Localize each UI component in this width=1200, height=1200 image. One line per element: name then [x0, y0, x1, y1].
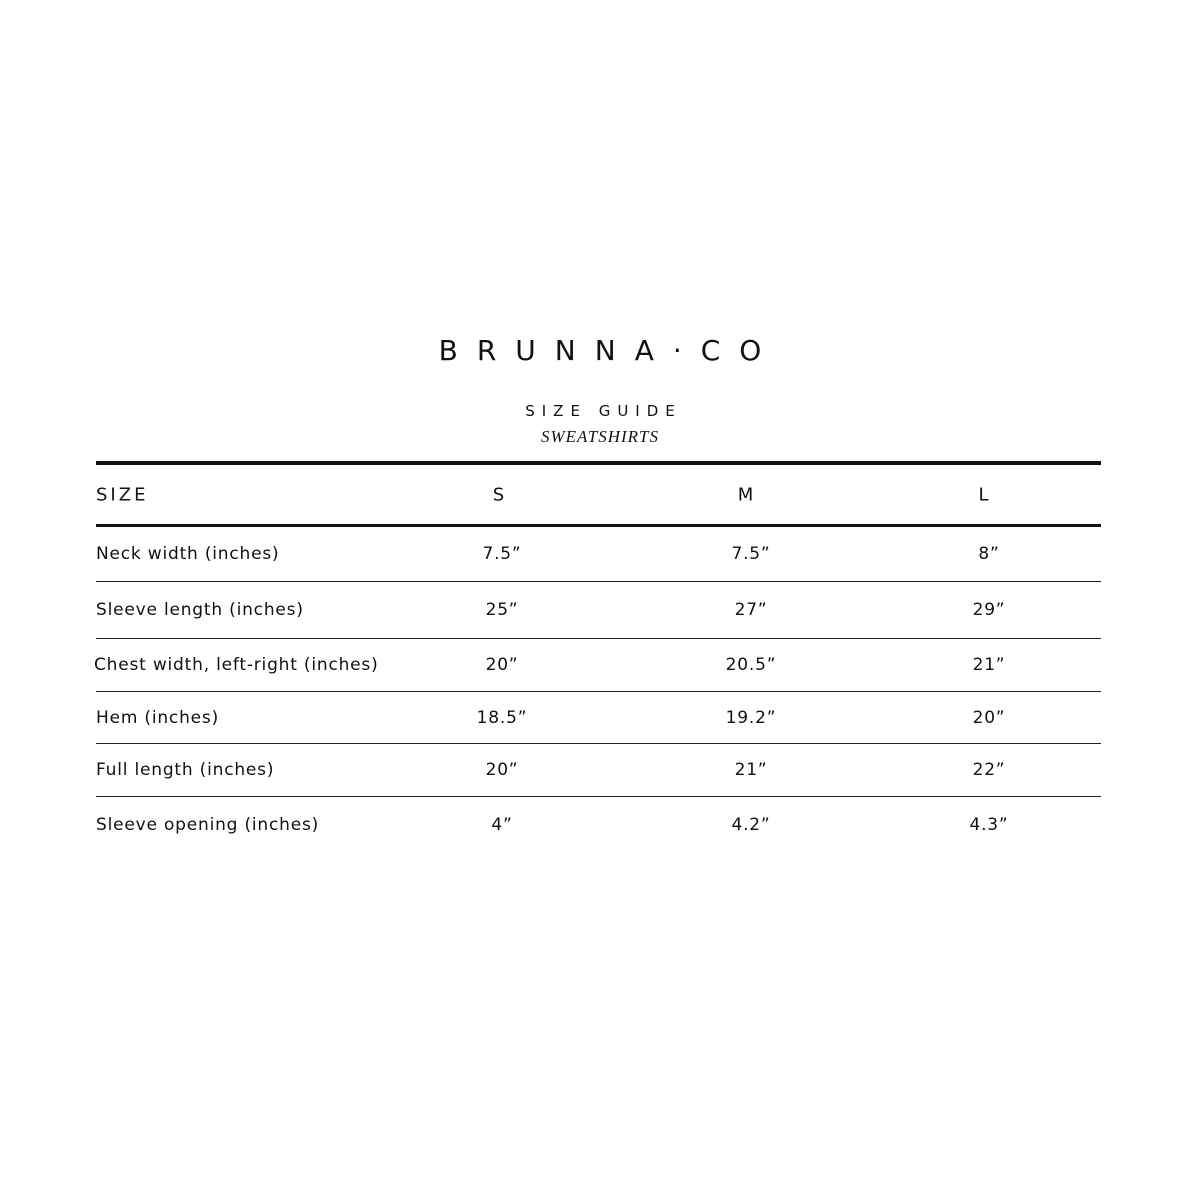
- table-row: Sleeve opening (inches) 4” 4.2” 4.3”: [96, 797, 1101, 853]
- row-label: Neck width (inches): [96, 544, 280, 564]
- cell-l: 29”: [972, 600, 1006, 620]
- cell-l: 20”: [972, 707, 1006, 728]
- cell-m: 20.5”: [725, 655, 777, 675]
- header-size: SIZE: [96, 484, 149, 505]
- table-header: SIZE S M L: [96, 465, 1101, 524]
- cell-l: 4.3”: [969, 815, 1009, 835]
- header-s: S: [492, 484, 508, 505]
- brand-logo: BRUNNA·CO: [438, 334, 781, 367]
- divider: [96, 691, 1101, 692]
- size-table: SIZE S M L Neck width (inches) 7.5” 7.5” 8”…: [94, 461, 1101, 853]
- cell-s: 25”: [485, 600, 519, 620]
- cell-l: 21”: [972, 655, 1006, 675]
- row-label: Hem (inches): [96, 707, 220, 728]
- cell-l: 22”: [972, 760, 1006, 780]
- header-m: M: [737, 484, 757, 505]
- cell-s: 20”: [485, 760, 519, 780]
- table-row: Chest width, left-right (inches) 20” 20.5”…: [94, 639, 1101, 691]
- table-row: Sleeve length (inches) 25” 27” 29”: [96, 582, 1101, 638]
- page-title: SIZE GUIDE: [525, 402, 682, 420]
- row-label: Sleeve opening (inches): [96, 815, 320, 835]
- cell-m: 19.2”: [725, 707, 777, 728]
- divider: [96, 638, 1101, 639]
- cell-m: 4.2”: [731, 815, 771, 835]
- divider: [96, 796, 1101, 797]
- divider: [96, 743, 1101, 744]
- row-label: Sleeve length (inches): [96, 600, 304, 620]
- divider: [96, 524, 1101, 527]
- divider: [96, 581, 1101, 582]
- cell-l: 8”: [978, 544, 1000, 564]
- header-l: L: [978, 484, 992, 505]
- cell-m: 27”: [734, 600, 768, 620]
- page-subtitle: SWEATSHIRTS: [540, 427, 660, 446]
- cell-s: 18.5”: [476, 707, 528, 728]
- divider: [96, 461, 1101, 465]
- table-row: Full length (inches) 20” 21” 22”: [96, 744, 1101, 796]
- cell-s: 7.5”: [482, 544, 522, 564]
- cell-s: 4”: [491, 815, 513, 835]
- row-label: Full length (inches): [96, 760, 275, 780]
- cell-m: 7.5”: [731, 544, 771, 564]
- cell-s: 20”: [485, 655, 519, 675]
- row-label: Chest width, left-right (inches): [94, 655, 379, 675]
- table-row: Neck width (inches) 7.5” 7.5” 8”: [96, 527, 1101, 581]
- cell-m: 21”: [734, 760, 768, 780]
- table-row: Hem (inches) 18.5” 19.2” 20”: [96, 692, 1101, 743]
